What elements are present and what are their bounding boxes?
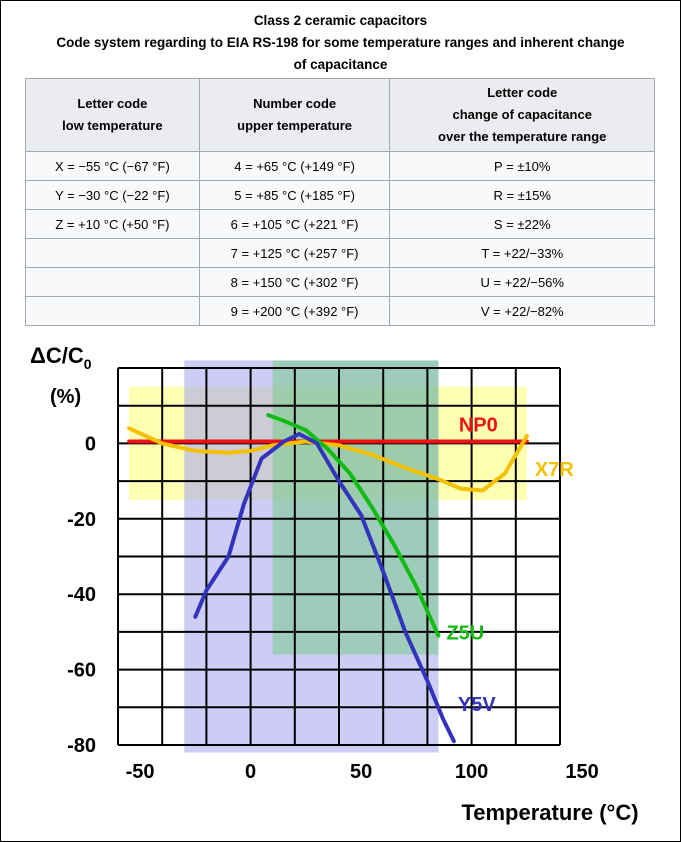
- axis-labels: ΔC/C0(%)Temperature (°C): [30, 343, 639, 825]
- series-label-z5u: Z5U: [446, 623, 484, 645]
- header-line: Letter code: [77, 96, 148, 111]
- y-tick-label: -40: [67, 584, 96, 606]
- caption-line-1: Class 2 ceramic capacitors: [253, 13, 428, 28]
- table-cell: Z = +10 °C (+50 °F): [25, 209, 200, 239]
- table-cell: [25, 296, 200, 326]
- header-line: low temperature: [62, 118, 163, 133]
- y-axis-label: ΔC/C0: [30, 343, 92, 372]
- x-tick-label: 0: [245, 761, 256, 783]
- table-cell: Y = −30 °C (−22 °F): [25, 180, 200, 210]
- x-axis-label: Temperature (°C): [461, 800, 638, 825]
- series-lines: [127, 413, 529, 744]
- series-label-y5v: Y5V: [458, 694, 496, 716]
- table-cell: [25, 267, 200, 297]
- table-cell: P = ±10%: [389, 151, 655, 181]
- x-tick-label: 50: [350, 761, 372, 783]
- y-tick-label: -60: [67, 660, 96, 682]
- x-tick-label: 150: [565, 761, 598, 783]
- caption-line-3: of capacitance: [293, 57, 388, 72]
- header-low-temperature: Letter code low temperature: [25, 78, 200, 152]
- y-axis-unit: (%): [50, 386, 81, 408]
- x-tick-label: -50: [126, 761, 155, 783]
- header-line: change of capacitance: [452, 107, 592, 122]
- series-line-x7r: [127, 426, 529, 493]
- header-line: upper temperature: [237, 118, 353, 133]
- y-axis-label-main: ΔC/C: [30, 343, 84, 368]
- table-cell: S = ±22%: [389, 209, 655, 239]
- series-line-y5v: [193, 432, 456, 744]
- table-cell: U = +22/−56%: [389, 267, 655, 297]
- table-row: Z = +10 °C (+50 °F) 6 = +105 °C (+221 °F…: [25, 209, 655, 239]
- table-cell: 5 = +85 °C (+185 °F): [198, 180, 391, 210]
- table-row: 9 = +200 °C (+392 °F) V = +22/−82%: [25, 296, 655, 326]
- series-labels: NP0 X7R Z5U Y5V: [446, 415, 574, 717]
- y-axis-label-subscript: 0: [84, 356, 92, 372]
- table-cell: [25, 238, 200, 268]
- y-tick-label: -80: [67, 735, 96, 757]
- table-header-row: Letter code low temperature Number code …: [25, 78, 655, 152]
- table-cell: T = +22/−33%: [389, 238, 655, 268]
- table-caption: Class 2 ceramic capacitors Code system r…: [0, 10, 681, 76]
- series-line-z5u: [266, 413, 441, 638]
- caption-line-2: Code system regarding to EIA RS-198 for …: [56, 35, 625, 50]
- table-cell: 4 = +65 °C (+149 °F): [198, 151, 391, 181]
- eia-code-table: Letter code low temperature Number code …: [25, 78, 655, 326]
- table-row: 7 = +125 °C (+257 °F) T = +22/−33%: [25, 238, 655, 268]
- capacitance-temperature-chart: NP0 X7R Z5U Y5V -50 0 50 100 150 0 -20 -40 -60 -80 Δ…: [30, 343, 639, 825]
- table-row: 8 = +150 °C (+302 °F) U = +22/−56%: [25, 267, 655, 297]
- table-row: X = −55 °C (−67 °F) 4 = +65 °C (+149 °F)…: [25, 151, 655, 181]
- table-cell: V = +22/−82%: [389, 296, 655, 326]
- series-label-x7r: X7R: [535, 459, 574, 481]
- header-capacitance-change: Letter code change of capacitance over t…: [389, 78, 655, 152]
- table-cell: 6 = +105 °C (+221 °F): [198, 209, 391, 239]
- header-line: over the temperature range: [438, 129, 607, 144]
- y-tick-label: -20: [67, 509, 96, 531]
- table-cell: X = −55 °C (−67 °F): [25, 151, 200, 181]
- x-tick-label: 100: [455, 761, 488, 783]
- table-cell: R = ±15%: [389, 180, 655, 210]
- series-label-np0: NP0: [459, 415, 498, 437]
- table-cell: 8 = +150 °C (+302 °F): [198, 267, 391, 297]
- table-cell: 9 = +200 °C (+392 °F): [198, 296, 391, 326]
- table-row: Y = −30 °C (−22 °F) 5 = +85 °C (+185 °F)…: [25, 180, 655, 210]
- tick-labels: -50 0 50 100 150 0 -20 -40 -60 -80: [67, 433, 599, 783]
- header-upper-temperature: Number code upper temperature: [198, 78, 391, 152]
- header-line: Letter code: [487, 85, 558, 100]
- y-tick-label: 0: [85, 433, 96, 455]
- header-line: Number code: [253, 96, 337, 111]
- table-cell: 7 = +125 °C (+257 °F): [198, 238, 391, 268]
